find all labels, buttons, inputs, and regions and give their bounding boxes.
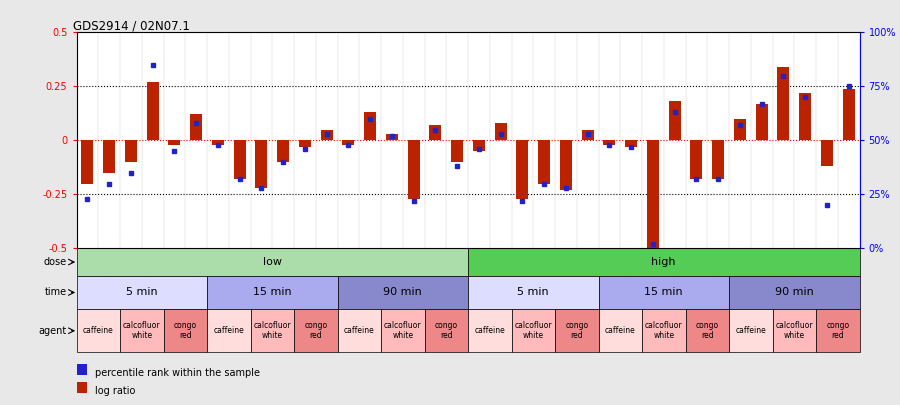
- Bar: [472, 141, 485, 151]
- Bar: [250, 309, 294, 352]
- Bar: [81, 141, 94, 183]
- Text: calcofluor
white: calcofluor white: [515, 321, 552, 341]
- Bar: [729, 309, 772, 352]
- Bar: [125, 141, 137, 162]
- Text: low: low: [263, 257, 282, 267]
- Bar: [816, 309, 860, 352]
- Text: 5 min: 5 min: [518, 288, 549, 298]
- Bar: [277, 141, 289, 162]
- Bar: [598, 309, 642, 352]
- Bar: [294, 309, 338, 352]
- Text: caffeine: caffeine: [735, 326, 766, 335]
- Bar: [164, 309, 207, 352]
- Bar: [190, 115, 203, 141]
- Bar: [120, 309, 164, 352]
- Bar: [429, 125, 441, 141]
- Bar: [425, 309, 468, 352]
- Text: congo
red: congo red: [826, 321, 850, 341]
- Bar: [729, 276, 859, 309]
- Bar: [603, 141, 616, 145]
- Text: calcofluor
white: calcofluor white: [645, 321, 682, 341]
- Text: dose: dose: [44, 257, 68, 267]
- Bar: [451, 141, 464, 162]
- Text: 15 min: 15 min: [644, 288, 683, 298]
- Bar: [626, 141, 637, 147]
- Text: calcofluor
white: calcofluor white: [776, 321, 813, 341]
- Bar: [495, 123, 507, 141]
- Bar: [212, 141, 224, 145]
- Bar: [560, 141, 572, 190]
- Bar: [381, 309, 425, 352]
- Text: calcofluor
white: calcofluor white: [254, 321, 291, 341]
- Text: GDS2914 / 02N07.1: GDS2914 / 02N07.1: [73, 19, 190, 32]
- Bar: [517, 141, 528, 199]
- Bar: [207, 309, 250, 352]
- Text: 15 min: 15 min: [253, 288, 292, 298]
- Bar: [842, 89, 855, 141]
- Bar: [207, 276, 338, 309]
- Bar: [76, 309, 120, 352]
- Bar: [772, 309, 816, 352]
- Bar: [581, 130, 594, 141]
- Text: caffeine: caffeine: [213, 326, 244, 335]
- Text: 5 min: 5 min: [126, 288, 158, 298]
- Bar: [647, 141, 659, 248]
- Bar: [168, 141, 180, 145]
- Text: agent: agent: [39, 326, 68, 336]
- Bar: [821, 141, 833, 166]
- Bar: [342, 141, 355, 145]
- Text: congo
red: congo red: [696, 321, 719, 341]
- Bar: [799, 93, 811, 141]
- Text: caffeine: caffeine: [474, 326, 505, 335]
- Text: time: time: [45, 288, 68, 298]
- Bar: [338, 276, 468, 309]
- Text: caffeine: caffeine: [83, 326, 113, 335]
- Bar: [338, 309, 381, 352]
- Bar: [734, 119, 746, 141]
- Text: percentile rank within the sample: percentile rank within the sample: [94, 368, 259, 377]
- Bar: [234, 141, 246, 179]
- Bar: [538, 141, 550, 183]
- Bar: [104, 141, 115, 173]
- Bar: [511, 309, 555, 352]
- Text: caffeine: caffeine: [344, 326, 374, 335]
- Bar: [320, 130, 333, 141]
- Bar: [756, 104, 768, 141]
- Bar: [408, 141, 419, 199]
- Bar: [386, 134, 398, 141]
- Bar: [686, 309, 729, 352]
- Text: high: high: [652, 257, 676, 267]
- Bar: [76, 276, 207, 309]
- Text: congo
red: congo red: [174, 321, 197, 341]
- Bar: [364, 112, 376, 141]
- Text: congo
red: congo red: [565, 321, 589, 341]
- Text: log ratio: log ratio: [94, 386, 135, 396]
- Bar: [147, 82, 158, 141]
- Bar: [468, 248, 860, 276]
- Bar: [690, 141, 702, 179]
- Bar: [712, 141, 724, 179]
- Bar: [669, 102, 680, 141]
- Bar: [598, 276, 729, 309]
- Text: congo
red: congo red: [304, 321, 328, 341]
- Text: calcofluor
white: calcofluor white: [123, 321, 160, 341]
- Bar: [642, 309, 686, 352]
- Text: congo
red: congo red: [435, 321, 458, 341]
- Text: 90 min: 90 min: [775, 288, 814, 298]
- Bar: [468, 309, 511, 352]
- Text: calcofluor
white: calcofluor white: [384, 321, 421, 341]
- Bar: [256, 141, 267, 188]
- Bar: [555, 309, 598, 352]
- Bar: [778, 67, 789, 141]
- Bar: [299, 141, 310, 147]
- Bar: [76, 248, 468, 276]
- Bar: [468, 276, 598, 309]
- Text: caffeine: caffeine: [605, 326, 635, 335]
- Text: 90 min: 90 min: [383, 288, 422, 298]
